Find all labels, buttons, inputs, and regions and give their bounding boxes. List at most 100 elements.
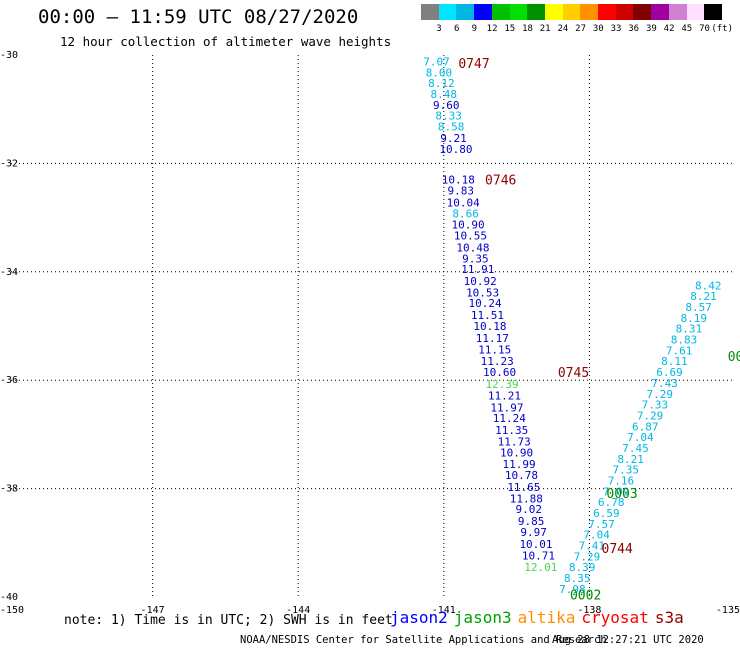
credit-line: NOAA/NESDIS Center for Satellite Applica… <box>240 634 607 646</box>
swh-value: 11.97 <box>490 401 523 414</box>
swh-value: 11.73 <box>498 435 531 448</box>
x-tick-label: -135 <box>716 605 740 616</box>
y-tick-label: -38 <box>0 484 18 495</box>
satellite-legend-jason2: jason2 <box>390 608 448 627</box>
swh-value: 9.21 <box>440 132 467 145</box>
color-scale-swatch <box>598 4 616 20</box>
swh-value: 10.04 <box>447 196 480 209</box>
color-scale-swatch <box>633 4 652 20</box>
color-scale-label: 42 <box>663 24 675 34</box>
swh-value: 11.88 <box>510 492 543 505</box>
satellite-legend-cryosat: cryosat <box>581 608 649 627</box>
swh-value: 7.61 <box>666 344 693 357</box>
color-scale-swatch <box>544 4 563 20</box>
color-scale-swatch <box>562 4 581 20</box>
x-tick-label: -150 <box>0 605 24 616</box>
color-scale-swatch <box>474 4 493 20</box>
time-labels: 0747 0746 0745 0744 0002 0003 0004 <box>458 57 740 603</box>
swh-value: 10.01 <box>519 538 552 551</box>
swh-value: 11.24 <box>493 412 526 425</box>
y-tick-label: -32 <box>0 158 18 169</box>
pass-time-label: 0004 <box>728 350 740 365</box>
swh-value: 9.83 <box>448 185 475 198</box>
grid-lines <box>11 55 735 597</box>
y-tick-label: -34 <box>0 267 18 278</box>
swh-value: 10.53 <box>466 286 499 299</box>
swh-value: 10.92 <box>464 275 497 288</box>
chart-title: 00:00 — 11:59 UTC 08/27/2020 <box>38 6 359 28</box>
swh-value: 10.78 <box>505 469 538 482</box>
swh-value: 8.19 <box>680 312 707 325</box>
swh-value: 9.60 <box>433 99 460 112</box>
color-scale-swatch <box>668 4 687 20</box>
swh-value: 11.21 <box>488 389 521 402</box>
swh-value: 10.60 <box>483 366 516 379</box>
color-scale-swatch <box>527 4 546 20</box>
swh-value: 7.07 <box>423 56 450 69</box>
color-scale-label: 33 <box>610 24 622 34</box>
color-scale-label: 70 <box>699 24 710 34</box>
swh-value: 7.35 <box>613 464 640 477</box>
swh-value: 8.83 <box>671 334 698 347</box>
swh-value: 10.90 <box>500 446 533 459</box>
x-tick-label: -147 <box>141 605 165 616</box>
swh-value: 8.48 <box>431 88 458 101</box>
swh-value: 9.35 <box>462 252 489 265</box>
color-scale-swatch <box>438 4 457 20</box>
color-scale-swatch <box>686 4 705 20</box>
swh-value: 7.33 <box>642 399 669 412</box>
swh-value: 11.99 <box>502 458 535 471</box>
swh-value: 9.97 <box>520 526 547 539</box>
swh-value: 10.48 <box>456 241 489 254</box>
swh-value: 11.23 <box>481 355 514 368</box>
axis-ticks: -150 -147 -144 -141 -138 -135 -30 -32 -34 -36 -38 -… <box>0 50 740 616</box>
generated-timestamp: Aug 28 12:27:21 UTC 2020 <box>552 634 704 646</box>
pass-time-label: 0744 <box>602 542 633 557</box>
swh-value: 8.39 <box>569 561 596 574</box>
swh-value: 12.01 <box>524 561 557 574</box>
color-scale-label: 30 <box>592 24 604 34</box>
swh-value: 11.91 <box>461 263 494 276</box>
swh-value: 8.66 <box>452 207 479 220</box>
color-scale-label: 21 <box>539 24 551 34</box>
pass-time-label: 0746 <box>485 174 516 189</box>
swh-value: 11.15 <box>478 343 511 356</box>
swh-value: 7.43 <box>651 377 678 390</box>
swh-value: 8.57 <box>685 301 712 314</box>
swh-value: 9.85 <box>518 515 545 528</box>
swh-value: 7.45 <box>622 442 649 455</box>
swh-value: 7.41 <box>579 540 606 553</box>
color-scale-label: 9 <box>471 24 478 34</box>
x-tick-label: -141 <box>432 605 456 616</box>
swh-value: 8.35 <box>564 572 591 585</box>
swh-value: 8.21 <box>617 453 644 466</box>
chart-subtitle: 12 hour collection of altimeter wave hei… <box>60 34 392 49</box>
swh-value: 11.51 <box>471 309 504 322</box>
swh-value: 8.42 <box>695 279 722 292</box>
satellite-legend-s3a: s3a <box>654 608 684 627</box>
y-tick-label: -30 <box>0 50 18 61</box>
swh-value: 9.02 <box>515 503 542 516</box>
color-scale-swatch <box>704 4 723 20</box>
swh-value: 8.00 <box>426 66 453 79</box>
color-scale-swatch <box>421 4 439 20</box>
swh-value: 11.35 <box>495 424 528 437</box>
swh-value: 8.21 <box>690 290 717 303</box>
satellite-legend-altika: altika <box>517 608 576 627</box>
color-scale-label: 18 <box>522 24 533 34</box>
swh-value: 7.16 <box>608 474 635 487</box>
color-scale-label: 15 <box>504 24 516 34</box>
swh-value: 8.11 <box>661 355 688 368</box>
pass-time-label: 0003 <box>606 487 637 502</box>
swh-value: 7.57 <box>588 518 615 531</box>
swh-value: 12.39 <box>485 378 518 391</box>
swh-value: 6.59 <box>593 507 620 520</box>
color-scale-label: 6 <box>453 24 460 34</box>
swh-value: 10.18 <box>473 320 506 333</box>
swh-value: 6.78 <box>598 496 625 509</box>
color-scale-label: 45 <box>681 24 693 34</box>
pass-time-label: 0747 <box>458 57 489 72</box>
color-scale-label: 36 <box>628 24 640 34</box>
pass-time-label: 0002 <box>570 588 601 603</box>
y-tick-label: -40 <box>0 592 18 603</box>
